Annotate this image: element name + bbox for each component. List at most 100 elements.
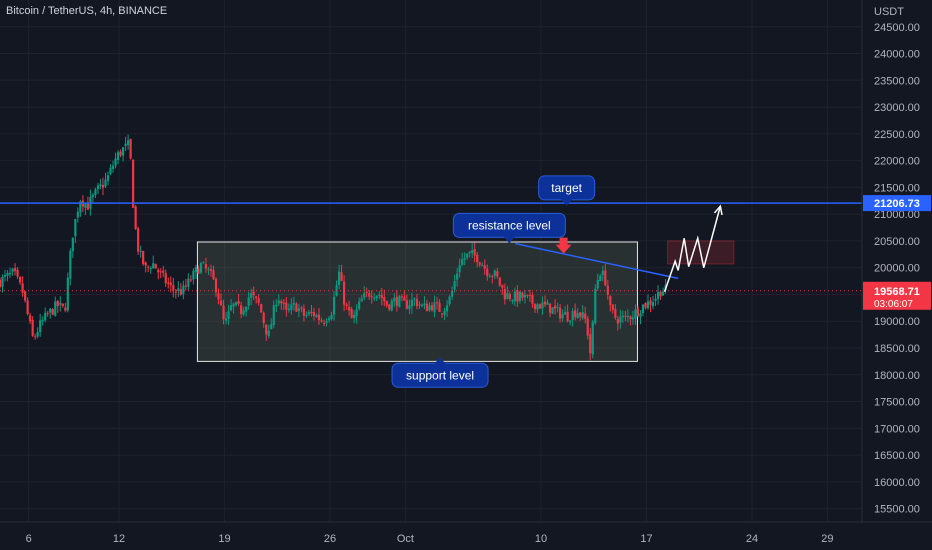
candle-body [438, 302, 441, 312]
candle-body [403, 296, 406, 301]
candle-body [574, 310, 577, 318]
support-label-text: support level [406, 368, 474, 382]
candle-body [538, 304, 542, 309]
candle-body [656, 291, 660, 300]
candle-body [493, 270, 496, 277]
candle-body [639, 313, 642, 317]
candle-body [626, 316, 630, 318]
candle-body [247, 297, 250, 306]
candle-body [74, 218, 77, 237]
candle-body [292, 302, 295, 305]
countdown-timer: 03:06:07 [874, 299, 913, 310]
y-tick-label: 21000.00 [874, 209, 920, 221]
candle-body [257, 298, 260, 303]
target-label-tail [560, 198, 573, 206]
candle-body [109, 167, 112, 174]
candle-body [26, 300, 29, 315]
y-tick-label: 15500.00 [874, 504, 920, 516]
candle-body [564, 312, 567, 315]
candle-body [496, 271, 499, 277]
candle-body [287, 308, 290, 311]
candle-body [3, 275, 7, 277]
candle-body [609, 296, 612, 306]
support-label-tail [434, 357, 447, 365]
candle-body [66, 277, 69, 311]
candle-body [659, 291, 662, 297]
candle-body [378, 295, 381, 297]
candle-body [606, 285, 609, 295]
candle-body [506, 293, 509, 300]
candle-body [486, 268, 489, 276]
candle-body [601, 270, 604, 276]
candle-body [21, 283, 24, 293]
candle-body [471, 250, 474, 254]
candle-body [654, 298, 657, 301]
candle-body [388, 304, 391, 310]
candle-body [104, 179, 107, 187]
candle-body [398, 296, 401, 308]
x-tick-label: 26 [324, 533, 336, 545]
candle-body [280, 301, 283, 304]
candle-body [290, 304, 293, 310]
candle-body [71, 237, 74, 252]
candle-body [36, 331, 39, 337]
candle-body [420, 304, 424, 306]
symbol-title: Bitcoin / TetherUS, 4h, BINANCE [6, 5, 168, 17]
candle-body [624, 315, 627, 317]
candle-body [267, 330, 270, 337]
candle-body [147, 266, 150, 268]
candle-body [245, 306, 248, 312]
price-axis [862, 0, 932, 550]
candle-body [260, 304, 263, 313]
candle-body [295, 303, 298, 312]
candle-body [101, 184, 105, 188]
candle-body [317, 314, 321, 321]
candle-body [121, 147, 125, 156]
candle-body [255, 296, 258, 299]
candle-body [523, 294, 527, 298]
candle-body [569, 320, 572, 323]
candle-body [358, 301, 361, 309]
candle-body [272, 305, 275, 326]
candle-body [6, 272, 9, 276]
candle-body [76, 211, 79, 218]
candle-body [202, 262, 205, 264]
candle-body [476, 254, 479, 263]
candle-body [217, 293, 220, 300]
candle-body [315, 315, 318, 317]
x-tick-label: 29 [821, 533, 833, 545]
candle-body [368, 293, 371, 297]
candle-body [224, 318, 228, 321]
candle-body [162, 270, 165, 273]
candle-body [345, 304, 348, 306]
candle-body [46, 313, 49, 315]
y-tick-label: 23500.00 [874, 75, 920, 87]
candle-body [516, 290, 519, 302]
candle-body [430, 305, 434, 311]
candle-body [418, 304, 421, 306]
candle-body [621, 315, 624, 318]
candle-body [51, 309, 54, 315]
candle-body [111, 165, 115, 169]
candle-body [29, 315, 32, 322]
projection-path [663, 205, 722, 293]
candle-body [184, 285, 187, 287]
candle-body [157, 269, 160, 273]
candle-body [31, 320, 34, 336]
candle-body [546, 302, 549, 305]
candle-body [503, 289, 506, 300]
y-tick-label: 22500.00 [874, 129, 920, 141]
x-tick-label: Oct [397, 533, 414, 545]
y-tick-label: 21500.00 [874, 182, 920, 194]
candle-body [242, 310, 245, 315]
current-price-value: 19568.71 [874, 286, 920, 298]
y-tick-label: 24000.00 [874, 49, 920, 61]
candle-body [579, 312, 582, 317]
candle-body [106, 175, 110, 181]
candle-body [375, 295, 378, 299]
candle-body [209, 269, 213, 271]
candle-body [440, 313, 444, 315]
candle-body [79, 201, 82, 213]
candle-body [541, 302, 544, 309]
